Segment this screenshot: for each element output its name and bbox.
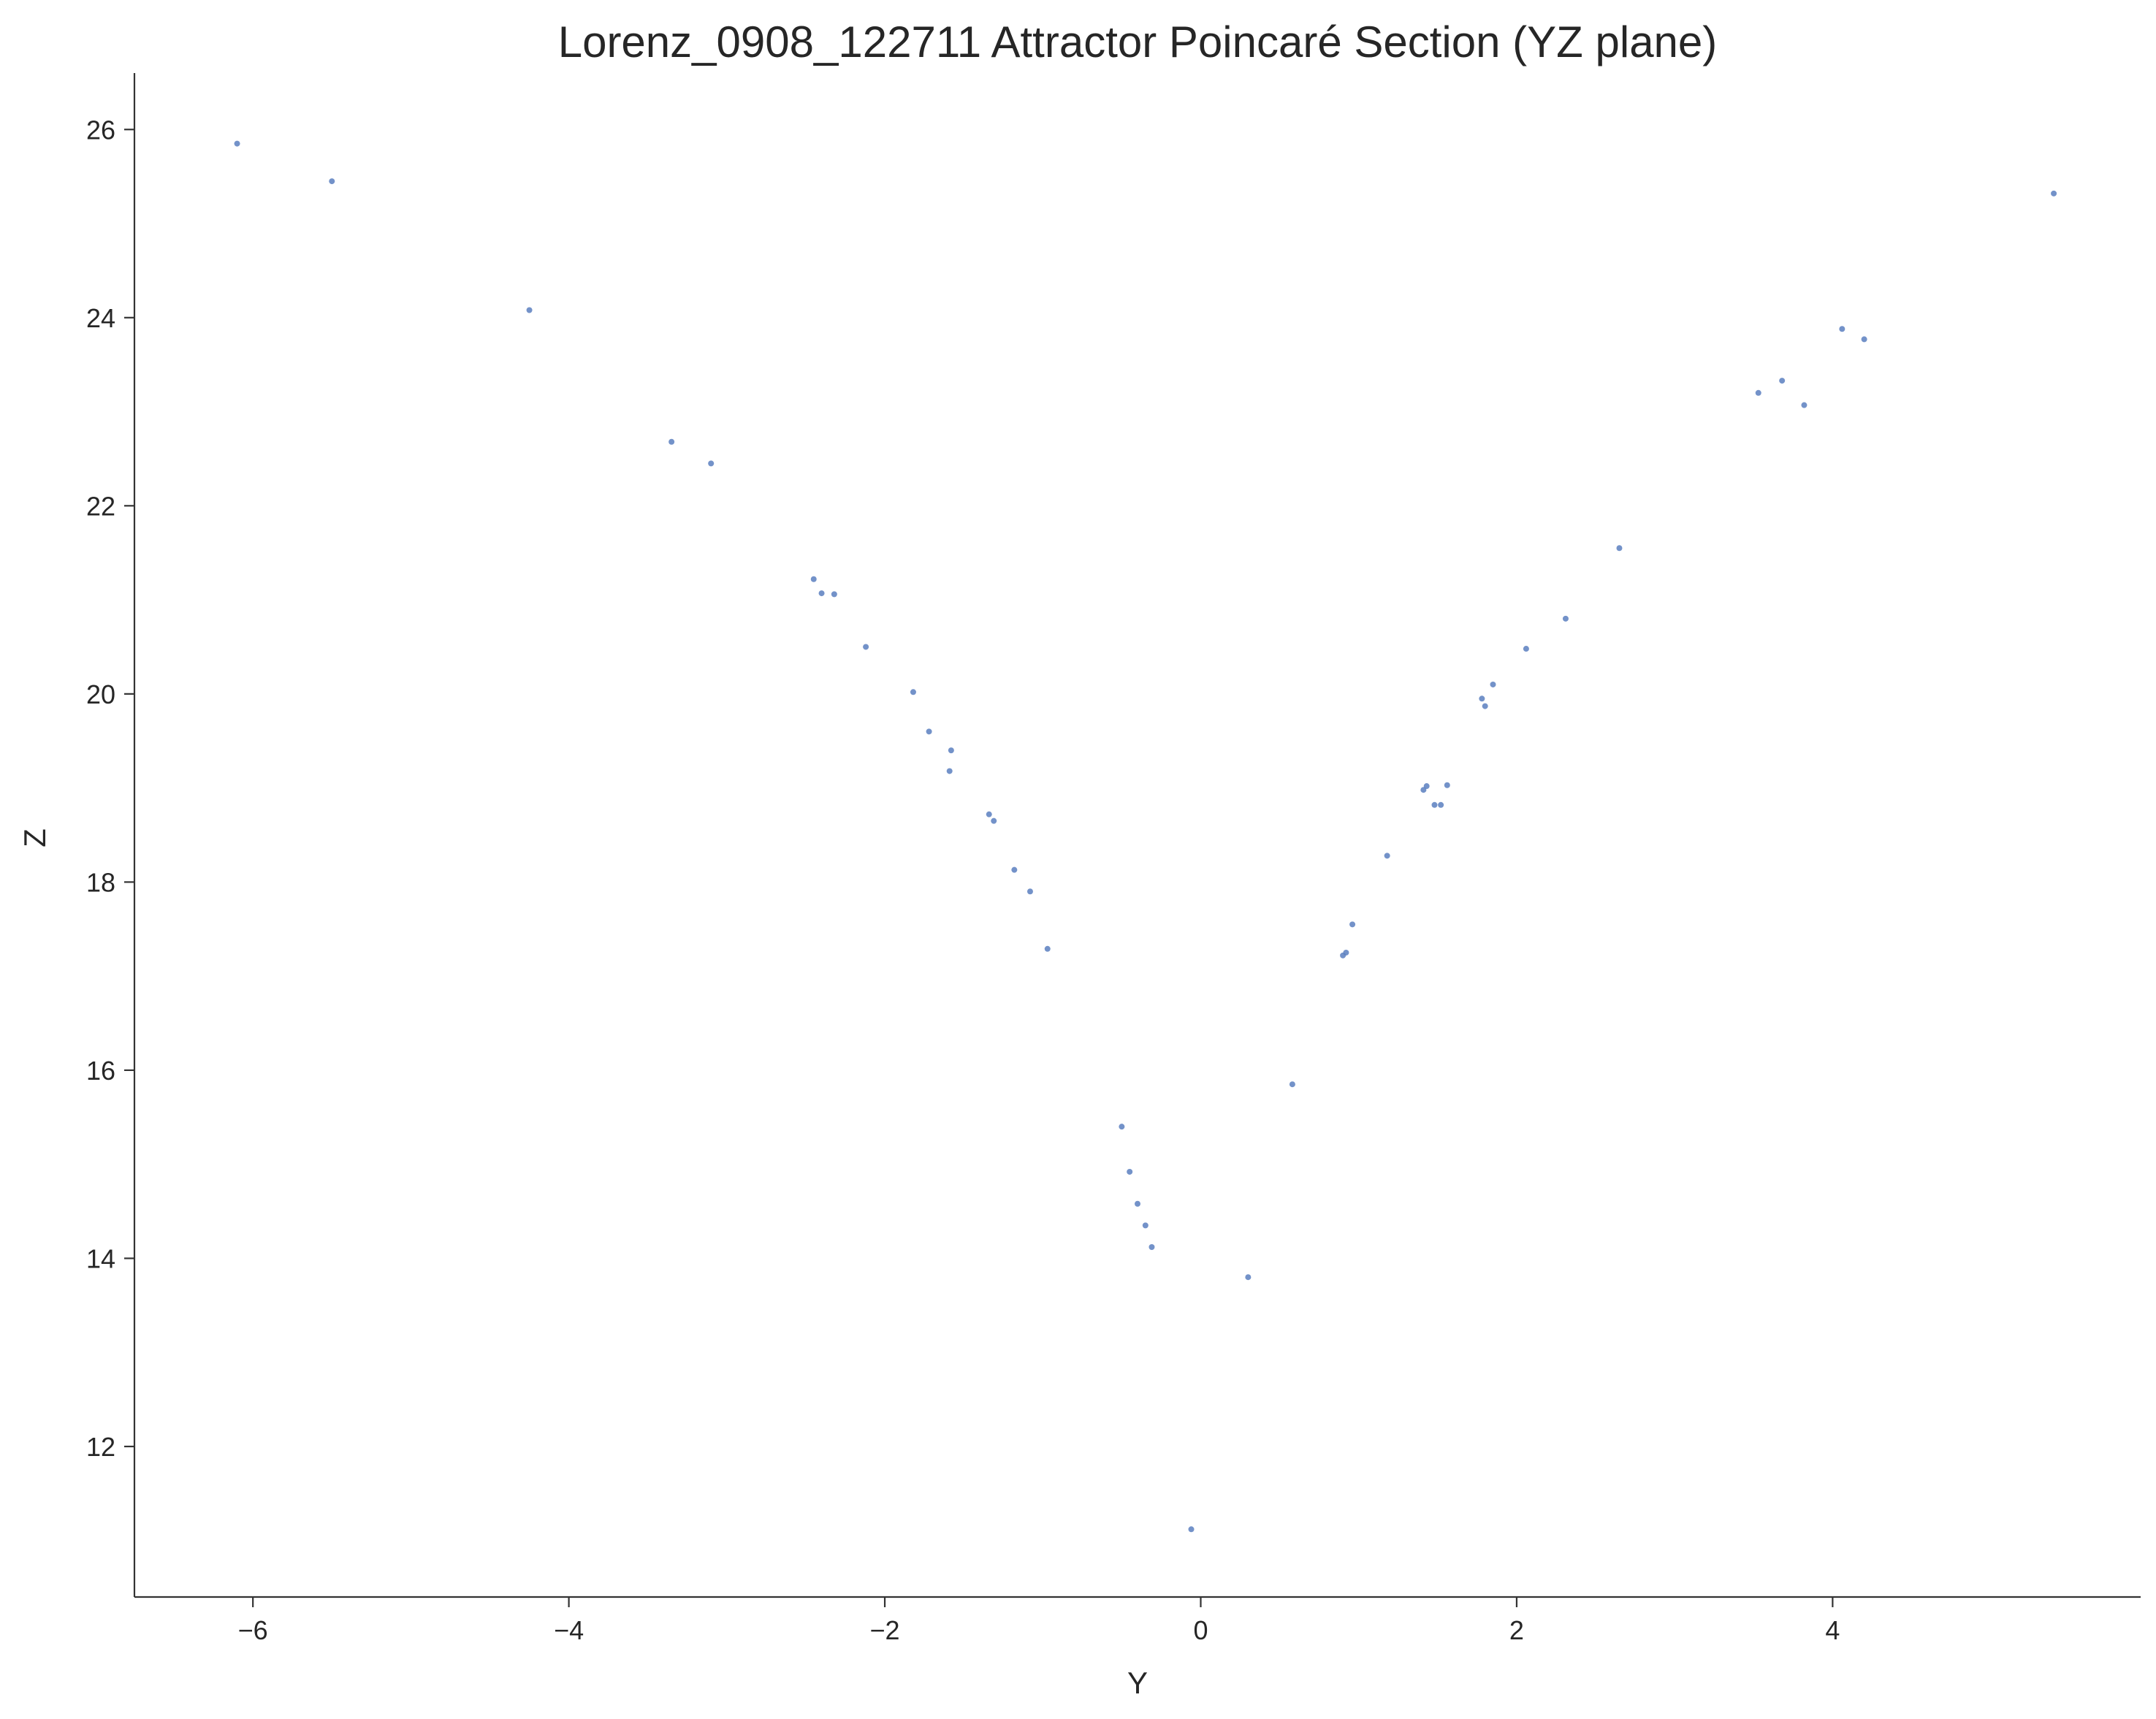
data-point (1127, 1168, 1133, 1175)
y-axis-label: Z (18, 828, 52, 847)
data-point (1343, 949, 1349, 956)
x-tick-label: −2 (870, 1615, 900, 1645)
y-tick-label: 18 (86, 867, 115, 897)
data-point (818, 590, 825, 597)
data-points (234, 140, 2057, 1533)
data-point (526, 307, 533, 313)
data-point (948, 747, 954, 754)
x-tick-label: 2 (1509, 1615, 1524, 1645)
data-point (1119, 1124, 1125, 1130)
data-point (1482, 703, 1488, 709)
data-point (1011, 866, 1018, 873)
data-point (863, 644, 869, 650)
data-point (708, 460, 715, 467)
data-point (668, 438, 675, 445)
data-point (1026, 888, 1033, 895)
data-point (1779, 378, 1786, 384)
y-tick-label: 12 (86, 1432, 115, 1462)
y-tick-label: 22 (86, 491, 115, 521)
x-tick-label: 0 (1193, 1615, 1208, 1645)
data-point (1523, 646, 1529, 652)
data-point (1839, 326, 1845, 332)
data-point (810, 576, 817, 582)
y-axis-ticks: 12 14 16 18 20 22 24 26 (86, 115, 134, 1462)
data-point (1188, 1526, 1195, 1533)
data-point (1479, 695, 1485, 702)
x-axis-label: Y (1127, 1666, 1148, 1700)
data-point (1349, 921, 1356, 928)
data-point (1755, 389, 1761, 396)
data-point (1142, 1222, 1149, 1229)
y-tick-label: 24 (86, 303, 115, 333)
x-tick-label: −6 (238, 1615, 268, 1645)
y-tick-label: 16 (86, 1056, 115, 1086)
data-point (1423, 783, 1430, 790)
data-point (1490, 681, 1496, 687)
y-tick-label: 14 (86, 1243, 115, 1273)
y-tick-label: 26 (86, 115, 115, 145)
data-point (1289, 1081, 1295, 1088)
data-point (986, 811, 992, 817)
x-tick-label: 4 (1825, 1615, 1840, 1645)
x-axis-ticks: −6 −4 −2 0 2 4 (238, 1597, 1840, 1645)
data-point (234, 140, 240, 147)
data-point (1384, 853, 1390, 859)
data-point (1149, 1243, 1155, 1250)
data-point (1135, 1200, 1140, 1207)
data-point (1562, 615, 1569, 622)
data-point (1438, 801, 1444, 808)
data-point (1444, 782, 1450, 788)
data-point (1616, 545, 1623, 552)
data-point (946, 768, 953, 774)
chart-title: Lorenz_0908_122711 Attractor Poincaré Se… (558, 18, 1718, 66)
data-point (926, 728, 932, 735)
data-point (329, 178, 335, 185)
x-tick-label: −4 (554, 1615, 584, 1645)
data-point (1245, 1274, 1252, 1281)
data-point (831, 591, 837, 598)
data-point (1801, 402, 1808, 408)
data-point (1861, 336, 1867, 343)
data-point (2051, 190, 2057, 197)
data-point (1044, 945, 1051, 952)
y-tick-label: 20 (86, 679, 115, 709)
data-point (1431, 801, 1438, 808)
data-point (991, 817, 997, 824)
data-point (910, 689, 916, 695)
